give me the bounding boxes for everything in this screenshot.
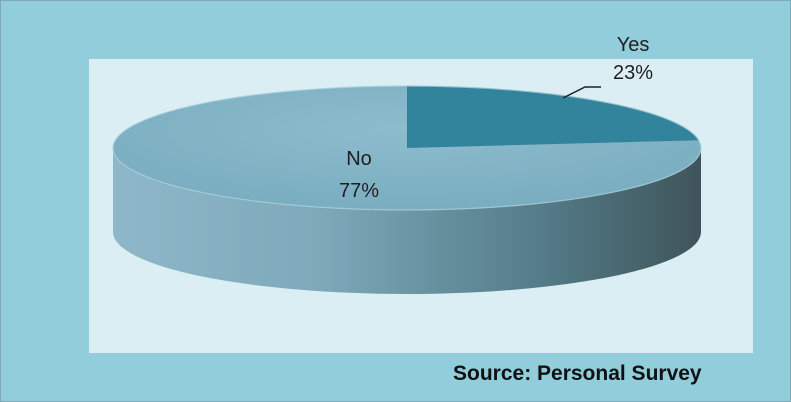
pie-side-wall [113,148,701,294]
pie-slice-yes [406,85,700,149]
pie-top-rim [112,85,702,211]
slice-label-yes-category: Yes [616,34,650,56]
source-note: Source: Personal Survey [453,362,702,385]
pie-slice-no [112,86,701,210]
slice-label-no-percent: 77% [339,180,380,202]
slice-label-yes: Yes 23% [613,35,653,83]
slice-label-no-category: No [346,148,372,170]
slice-label-no: No 77% [339,149,379,201]
slice-label-yes-percent: 23% [613,62,654,84]
